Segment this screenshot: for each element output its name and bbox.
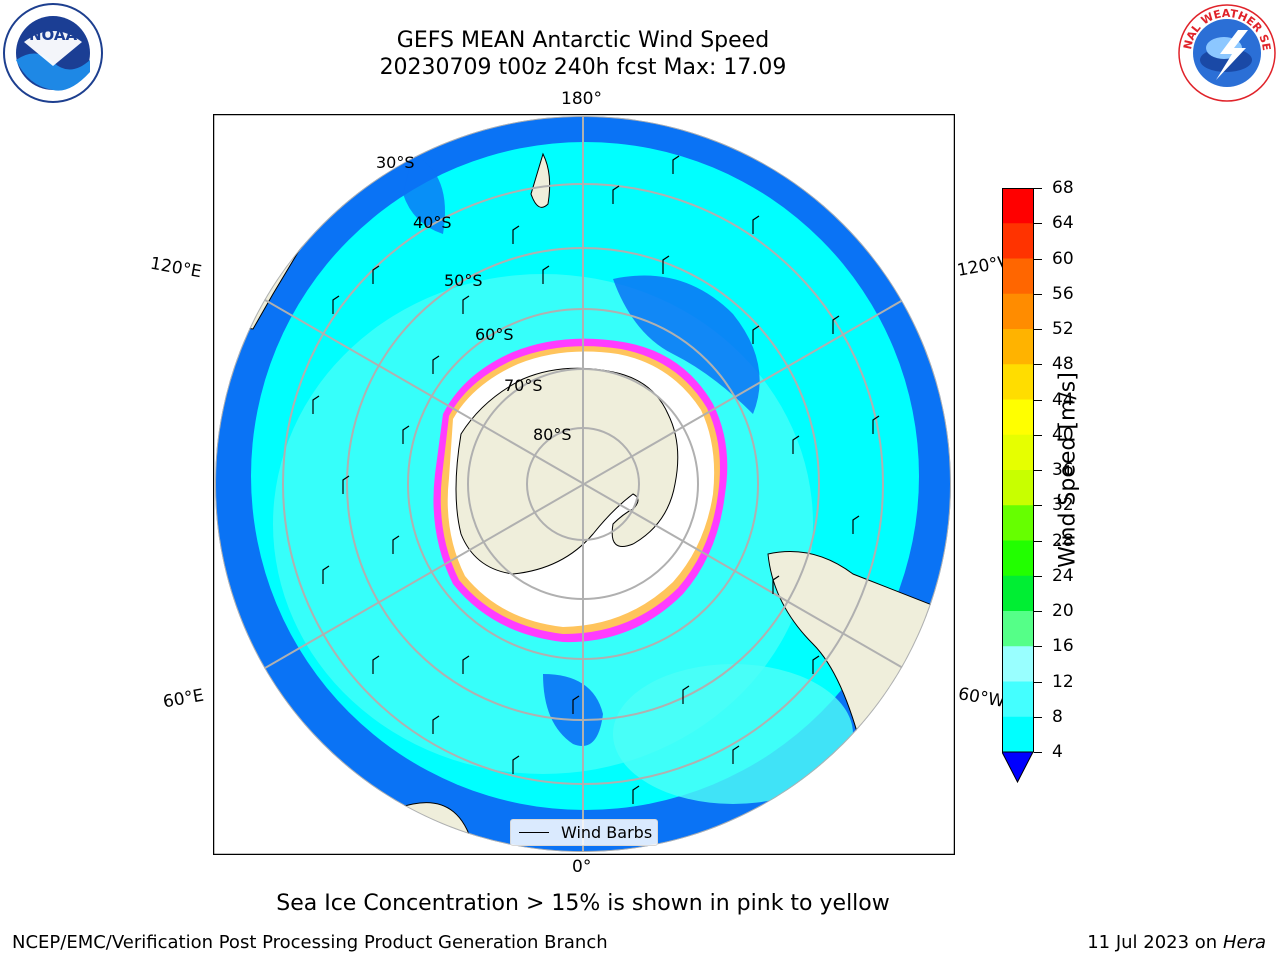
colorbar-tick-label: 24 [1052,565,1074,586]
colorbar-tick-mark [1034,505,1042,507]
colorbar-tick-label: 52 [1052,319,1074,339]
footer-date-text: 11 Jul 2023 on [1087,932,1223,953]
lat-label-50s: 50°S [444,271,483,290]
colorbar-ticks: 68 64 60 56 52 48 44 40 36 32 28 24 20 16 12 8 4 [1034,178,1078,778]
colorbar-tick-mark [1034,188,1042,189]
colorbar-segment [1002,364,1034,400]
colorbar-tick-mark [1034,329,1042,330]
colorbar-tick-mark [1034,716,1042,718]
colorbar-tick-label: 28 [1052,530,1074,551]
colorbar-tick-mark [1034,470,1042,471]
colorbar-tick-label: 56 [1052,283,1074,304]
colorbar-tick-label: 36 [1052,460,1074,480]
colorbar-segment [1002,540,1034,577]
colorbar-tick-label: 8 [1052,706,1063,727]
colorbar-extend-arrow [1001,751,1034,784]
land-new-zealand [530,152,551,208]
colorbar-tick-label: 64 [1052,213,1074,234]
colorbar-segment [1002,575,1034,612]
colorbar-tick-label: 40 [1052,424,1074,445]
polar-map-svg [212,113,956,856]
lon-label-60e: 60°E [161,685,206,713]
colorbar-segment [1002,258,1034,295]
wind-barbs-legend: Wind Barbs [510,819,658,846]
colorbar-tick-mark [1034,540,1042,542]
colorbar-label: Wind Speed [m/s] [1055,372,1081,568]
footer-host: Hera [1222,932,1266,953]
colorbar-tick-label: 16 [1052,636,1074,657]
colorbar-segment [1002,188,1034,224]
lat-label-40s: 40°S [413,213,452,232]
colorbar-tick-label: 12 [1052,671,1074,692]
lat-label-80s: 80°S [533,425,572,444]
sea-ice-caption: Sea Ice Concentration > 15% is shown in … [276,891,890,916]
colorbar-tick-mark [1034,399,1042,401]
lon-label-180: 180° [561,89,602,109]
footer-date: 11 Jul 2023 on Hera [1087,932,1266,953]
colorbar-segment [1002,505,1034,541]
colorbar-tick-label: 44 [1052,389,1074,410]
colorbar-segment [1002,223,1034,259]
colorbar-tick-label: 60 [1052,248,1074,269]
colorbar-tick-mark [1034,575,1042,577]
noaa-logo-text: NOAA [29,26,78,44]
lon-label-0: 0° [572,857,592,877]
colorbar-tick-label: 48 [1052,354,1074,375]
colorbar [1001,188,1034,784]
colorbar-tick-label: 32 [1052,495,1074,516]
colorbar-tick-mark [1034,646,1042,648]
colorbar-tick-mark [1034,223,1042,225]
map-frame [212,113,956,856]
colorbar-tick-mark [1034,752,1042,753]
colorbar-tick-label: 4 [1052,742,1063,762]
colorbar-segment [1002,681,1034,718]
noaa-logo: NOAA [2,2,104,104]
colorbar-segment [1002,646,1034,682]
nws-logo: NATIONAL WEATHER SERVICE [1171,0,1278,104]
lat-label-70s: 70°S [504,376,543,395]
colorbar-tick-mark [1034,681,1042,683]
lat-label-60s: 60°S [475,325,514,344]
lon-label-120e: 120°E [148,253,204,283]
colorbar-tick-label: 20 [1052,601,1074,621]
legend-line-swatch [519,832,549,833]
colorbar-segment [1002,611,1034,647]
colorbar-tick-mark [1034,611,1042,612]
chart-title-line2: 20230709 t00z 240h fcst Max: 17.09 [379,55,787,80]
colorbar-segment [1002,329,1034,365]
colorbar-tick-mark [1034,258,1042,260]
polar-map [212,113,956,856]
colorbar-tick-mark [1034,364,1042,366]
lon-label-60w: 60°W [956,684,1007,712]
footer-branch: NCEP/EMC/Verification Post Processing Pr… [12,932,608,953]
colorbar-tick-label: 68 [1052,178,1074,198]
legend-label: Wind Barbs [561,823,653,842]
colorbar-tick-mark [1034,434,1042,436]
colorbar-tick-mark [1034,293,1042,295]
colorbar-segment [1002,470,1034,506]
colorbar-segment [1002,399,1034,436]
colorbar-segment [1002,293,1034,330]
chart-title-line1: GEFS MEAN Antarctic Wind Speed [396,28,770,53]
wind-barbs [312,155,880,804]
colorbar-segment [1002,716,1034,753]
colorbar-segment [1002,434,1034,471]
colorbar-svg [1001,188,1034,784]
lat-label-30s: 30°S [376,153,415,172]
